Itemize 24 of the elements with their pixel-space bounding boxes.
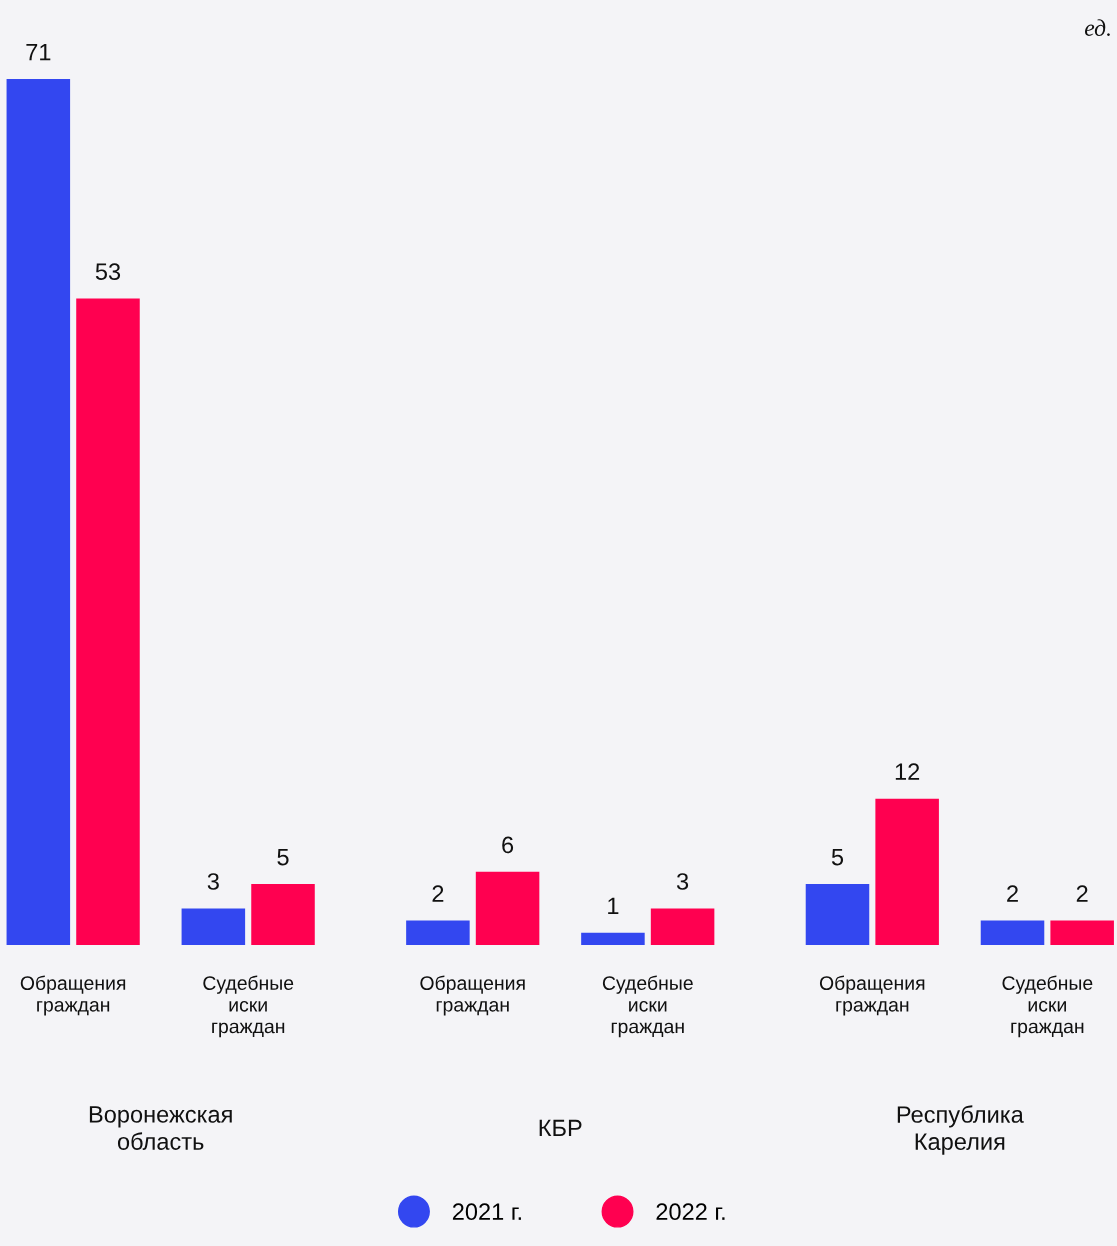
x-tick-label: Обращения граждан — [20, 975, 126, 1016]
data-label: 6 — [502, 836, 514, 854]
x-tick-label: Судебные иски граждан — [203, 975, 294, 1038]
data-label: 1 — [608, 897, 619, 915]
data-label: 71 — [26, 43, 51, 61]
text: ед. — [1084, 19, 1110, 37]
text: Республика Карелия — [897, 1105, 1024, 1155]
x-tick-label: Судебные иски граждан — [602, 975, 693, 1038]
data-label: 3 — [207, 873, 219, 890]
data-label: 3 — [676, 873, 689, 890]
text: КБР — [539, 1119, 582, 1137]
data-label: 2 — [1076, 885, 1088, 902]
x-tick-label: Обращения граждан — [420, 975, 525, 1016]
text: Воронежская область — [89, 1106, 232, 1150]
data-label: 5 — [277, 848, 289, 866]
data-label: 5 — [831, 848, 844, 866]
x-tick-label: Судебные иски граждан — [1002, 975, 1093, 1038]
legend-label: 2022 г. — [656, 1203, 725, 1221]
data-label: 53 — [95, 263, 121, 280]
data-label: 2 — [432, 885, 444, 902]
x-tick-label: Обращения граждан — [819, 975, 925, 1016]
legend-label: 2021 г. — [452, 1203, 521, 1221]
data-label: 12 — [895, 763, 920, 780]
data-label: 2 — [1007, 885, 1018, 902]
